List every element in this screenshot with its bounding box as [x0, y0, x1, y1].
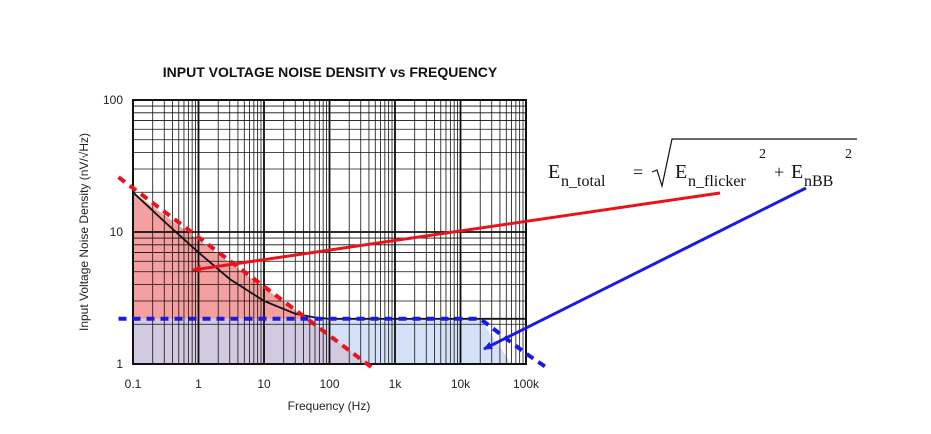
flicker-asymptote: [117, 175, 377, 372]
sqrt-sign: [651, 138, 857, 189]
eq-plus: +: [774, 162, 784, 182]
total-noise-curve: [132, 191, 526, 320]
x-tick-label: 1k: [389, 377, 403, 391]
x-tick-label: 1: [195, 377, 202, 391]
eq-term1-sup: 2: [759, 147, 766, 162]
eq-lhs-sub: n_total: [561, 173, 606, 190]
noise-equation: E n_total = E n_flicker 2 + E nBB 2: [548, 138, 857, 190]
eq-term2-main: E: [791, 161, 803, 183]
plot-frame: [132, 99, 527, 365]
series: [117, 175, 547, 372]
flicker-arrow: [192, 191, 721, 273]
y-tick-label: 10: [110, 225, 124, 239]
x-tick-label: 100k: [513, 377, 540, 391]
eq-term1-main: E: [675, 161, 687, 183]
y-axis-label: Input Voltage Noise Density (nV/√Hz): [77, 133, 91, 331]
broadband-arrow: [483, 186, 807, 351]
chart-title: INPUT VOLTAGE NOISE DENSITY vs FREQUENCY: [163, 64, 498, 80]
eq-term2-sup: 2: [845, 147, 852, 162]
x-tick-label: 10k: [451, 377, 471, 391]
eq-term1-sub: n_flicker: [688, 173, 746, 190]
grid: [132, 99, 527, 365]
eq-equals: =: [633, 162, 643, 182]
y-tick-label: 1: [116, 357, 123, 371]
eq-lhs-main: E: [548, 161, 560, 183]
shaded-regions: [133, 192, 512, 364]
y-tick-label: 100: [103, 93, 123, 107]
x-axis-label: Frequency (Hz): [288, 399, 371, 413]
x-tick-label: 10: [257, 377, 271, 391]
x-tick-label: 100: [319, 377, 339, 391]
eq-term2-sub: nBB: [804, 173, 833, 190]
x-tick-label: 0.1: [125, 377, 142, 391]
shaded-region-broadband: [133, 318, 512, 364]
